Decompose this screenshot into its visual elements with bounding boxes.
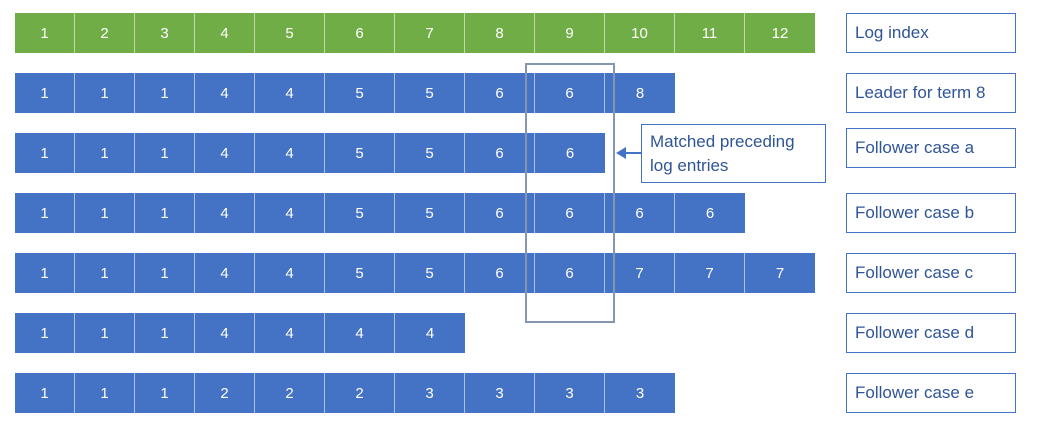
log-index-cell: 1 [15,13,75,53]
log-entry-cell: 1 [75,313,135,353]
log-entry-cell: 5 [395,253,465,293]
log-index-cell: 9 [535,13,605,53]
log-entry-cell: 1 [75,373,135,413]
log-entry-cell: 6 [465,73,535,113]
log-entry-cell: 1 [75,193,135,233]
log-entry-cell: 4 [325,313,395,353]
callout-arrow-icon [616,147,641,159]
log-entry-cell: 4 [255,133,325,173]
log-entry-cell: 7 [745,253,815,293]
log-entry-cell: 5 [395,193,465,233]
log-index-cell: 10 [605,13,675,53]
log-entry-cell: 6 [465,193,535,233]
log-entry-cell: 1 [135,73,195,113]
log-entry-cell: 5 [325,73,395,113]
log-entry-cell: 5 [325,133,395,173]
log-entry-cell: 6 [535,133,605,173]
log-index-cell: 5 [255,13,325,53]
log-index-cell: 12 [745,13,815,53]
log-index-cell: 2 [75,13,135,53]
log-entry-cell: 7 [675,253,745,293]
row-label: Follower case b [846,193,1016,233]
log-entry-cell: 3 [605,373,675,413]
log-entry-cell: 4 [255,253,325,293]
log-entry-cell: 2 [195,373,255,413]
log-entry-cell: 6 [535,193,605,233]
log-entry-cell: 3 [535,373,605,413]
log-index-cell: 6 [325,13,395,53]
log-entry-cell: 1 [15,133,75,173]
log-entry-cell: 6 [535,253,605,293]
row-label: Log index [846,13,1016,53]
log-entry-cell: 1 [135,253,195,293]
row-label: Follower case d [846,313,1016,353]
log-entry-cell: 1 [15,313,75,353]
log-entry-cell: 1 [75,253,135,293]
log-entry-cell: 4 [195,313,255,353]
log-entry-cell: 4 [195,193,255,233]
log-entry-cell: 8 [605,73,675,113]
log-entry-cell: 5 [325,193,395,233]
log-index-row: 1 2 3 4 5 6 7 8 9 10 11 12 [15,13,815,53]
row-label: Leader for term 8 [846,73,1016,113]
row-label: Follower case c [846,253,1016,293]
log-entry-cell: 1 [135,373,195,413]
log-entry-cell: 1 [135,193,195,233]
log-index-cell: 8 [465,13,535,53]
log-entry-cell: 2 [325,373,395,413]
log-entry-cell: 5 [325,253,395,293]
log-entry-cell: 3 [395,373,465,413]
log-entry-cell: 4 [395,313,465,353]
log-entry-cell: 4 [255,313,325,353]
log-entry-cell: 1 [75,133,135,173]
log-entry-cell: 5 [395,73,465,113]
log-entry-cell: 4 [255,193,325,233]
log-entry-cell: 7 [605,253,675,293]
log-entry-cell: 6 [465,133,535,173]
log-entry-cell: 1 [15,373,75,413]
log-entry-cell: 1 [75,73,135,113]
log-entry-cell: 1 [15,253,75,293]
log-entry-cell: 6 [675,193,745,233]
log-entry-cell: 4 [255,73,325,113]
log-entry-cell: 4 [195,253,255,293]
log-index-cell: 3 [135,13,195,53]
log-entry-cell: 1 [135,133,195,173]
row-label: Follower case e [846,373,1016,413]
row-label: Follower case a [846,128,1016,168]
log-entry-cell: 1 [135,313,195,353]
matched-entries-callout: Matched preceding log entries [641,124,826,183]
log-entry-cell: 4 [195,73,255,113]
log-entry-cell: 6 [605,193,675,233]
log-entry-cell: 3 [465,373,535,413]
log-entry-cell: 6 [535,73,605,113]
log-entry-cell: 5 [395,133,465,173]
log-entry-cell: 2 [255,373,325,413]
log-entry-cell: 1 [15,193,75,233]
log-entry-cell: 1 [15,73,75,113]
log-index-cell: 4 [195,13,255,53]
log-entry-cell: 4 [195,133,255,173]
log-entry-cell: 6 [465,253,535,293]
log-index-cell: 11 [675,13,745,53]
log-index-cell: 7 [395,13,465,53]
